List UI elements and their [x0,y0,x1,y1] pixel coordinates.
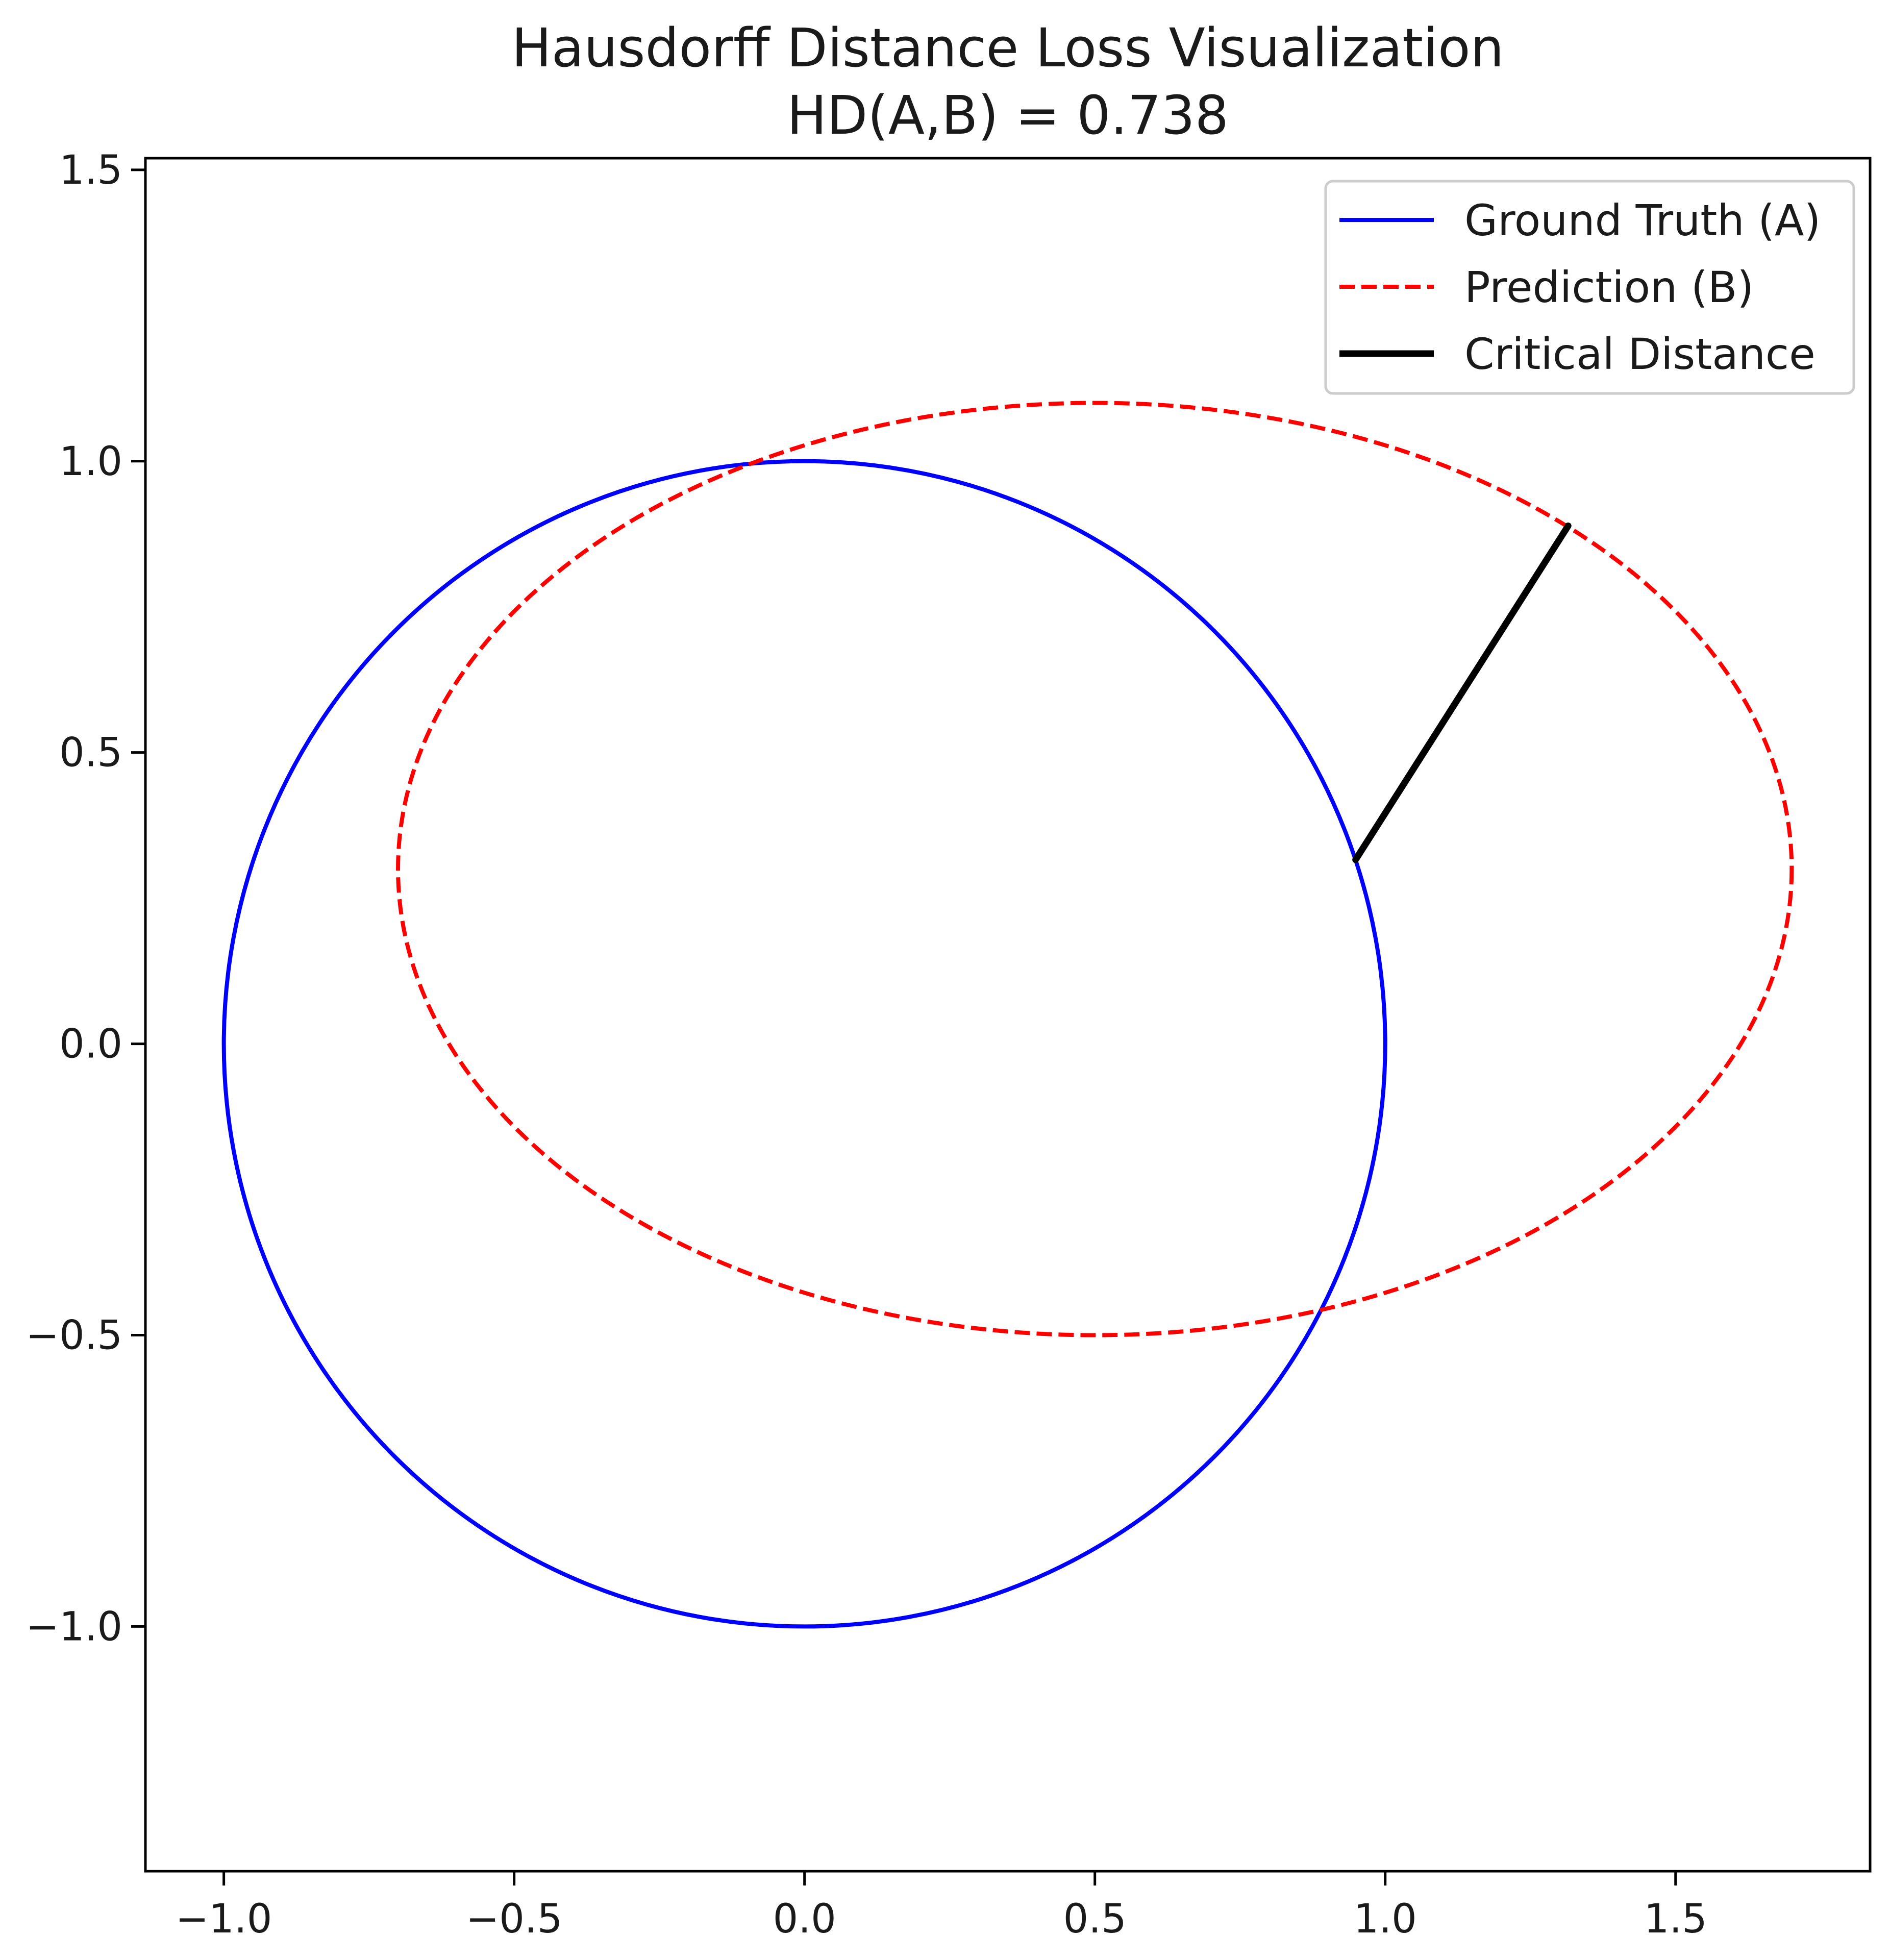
x-tick-label: 0.0 [773,1896,836,1942]
y-tick-label: −1.0 [26,1604,122,1650]
chart-subtitle: HD(A,B) = 0.738 [787,84,1229,146]
y-tick-label: 1.0 [59,439,122,485]
series-2-line [1352,522,1572,863]
x-tick-label: 1.0 [1354,1896,1417,1942]
series-0-circle [221,459,1387,1629]
legend-frame [1324,180,1855,395]
y-tick-label: 1.5 [59,147,122,193]
legend: Ground Truth (A) Prediction (B) Critical D… [1324,180,1855,395]
legend-label: Ground Truth (A) [1464,195,1821,245]
y-axis: −1.0 −0.5 0.0 0.5 1.0 1.5 [26,147,145,1650]
y-tick-label: 0.5 [59,730,122,776]
x-tick-label: −1.0 [176,1896,272,1942]
plot-area [221,401,1794,1629]
axes-frame [144,157,1872,1873]
legend-label: Prediction (B) [1464,262,1754,312]
chart-title: Hausdorff Distance Loss Visualization [511,17,1504,79]
x-tick-label: 1.5 [1644,1896,1707,1942]
y-tick-label: −0.5 [26,1313,122,1359]
series-1-ellipse [396,401,1794,1337]
y-tick-label: 0.0 [59,1022,122,1068]
x-tick-label: 0.5 [1063,1896,1127,1942]
legend-label: Critical Distance [1464,329,1816,379]
x-tick-label: −0.5 [466,1896,562,1942]
x-axis: −1.0 −0.5 0.0 0.5 1.0 1.5 [176,1871,1707,1942]
